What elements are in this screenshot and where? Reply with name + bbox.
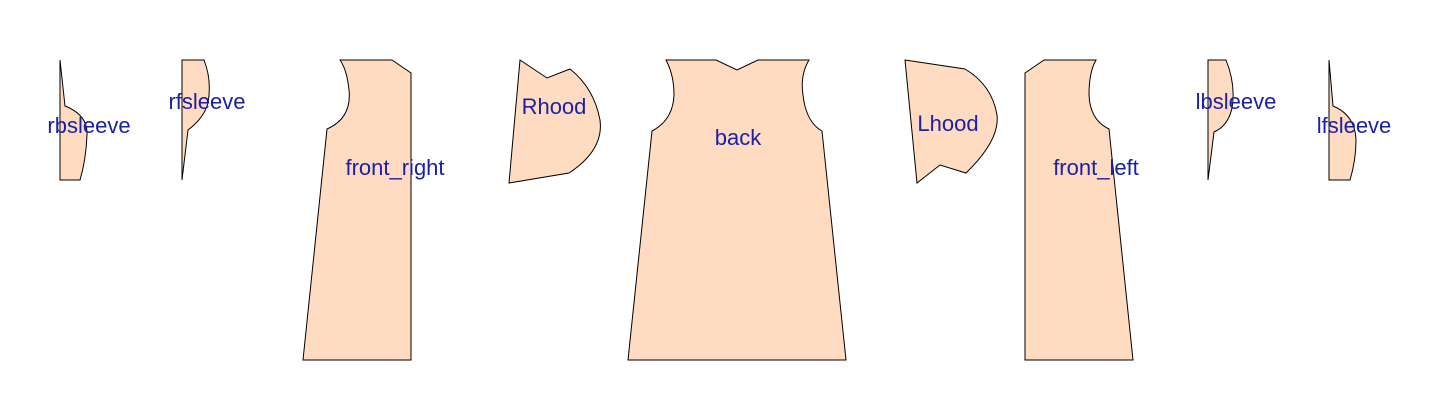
front-right-label: front_right [345, 155, 444, 180]
front-left-label: front_left [1053, 155, 1139, 180]
pattern-piece-front-right: front_right [302, 59, 445, 361]
rhood-shape [508, 59, 601, 184]
front-left-shape [1024, 59, 1134, 361]
pattern-piece-back: back [627, 59, 847, 361]
lbsleeve-shape [1207, 59, 1234, 181]
lfsleeve-label: lfsleeve [1317, 113, 1392, 138]
rbsleeve-label: rbsleeve [47, 113, 130, 138]
pattern-piece-rfsleeve: rfsleeve [168, 59, 246, 181]
rfsleeve-label: rfsleeve [168, 89, 245, 114]
pattern-piece-lbsleeve: lbsleeve [1196, 59, 1277, 181]
pattern-piece-lfsleeve: lfsleeve [1317, 59, 1392, 181]
back-shape [627, 59, 847, 361]
pattern-piece-rhood: Rhood [508, 59, 601, 184]
lhood-label: Lhood [917, 111, 978, 136]
lfsleeve-shape [1328, 59, 1357, 181]
back-label: back [715, 125, 762, 150]
lbsleeve-label: lbsleeve [1196, 89, 1277, 114]
rbsleeve-shape [59, 59, 88, 181]
pattern-piece-rbsleeve: rbsleeve [47, 59, 131, 181]
lhood-shape [904, 59, 998, 184]
front-right-shape [302, 59, 412, 361]
pattern-piece-front-left: front_left [1024, 59, 1139, 361]
pattern-piece-lhood: Lhood [904, 59, 998, 184]
rhood-label: Rhood [522, 94, 587, 119]
rfsleeve-shape [181, 59, 210, 181]
